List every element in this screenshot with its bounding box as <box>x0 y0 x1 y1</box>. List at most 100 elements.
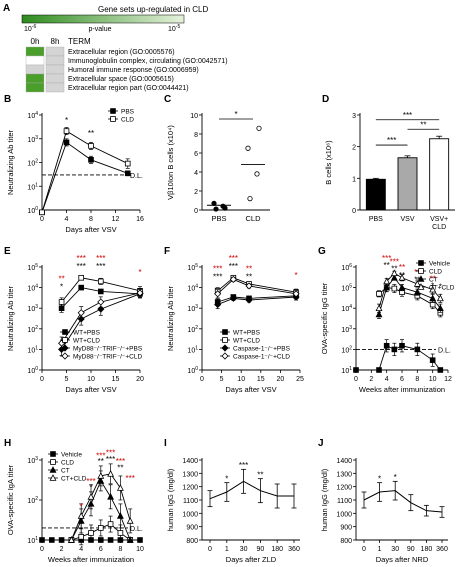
y-tick-label: 900 <box>186 525 198 532</box>
significance-mark: ** <box>246 272 252 281</box>
panel-letter: B <box>4 94 11 105</box>
significance-mark: *** <box>106 455 115 464</box>
data-point <box>390 269 398 277</box>
x-tick-label: 15 <box>112 376 120 383</box>
significance-mark: ** <box>88 129 94 138</box>
data-point <box>398 283 406 291</box>
y-tick-label: 104 <box>187 284 198 293</box>
data-point <box>61 344 69 352</box>
x-tick-label: 4 <box>65 216 69 223</box>
data-point <box>213 206 219 212</box>
data-point <box>136 289 144 297</box>
data-point <box>63 128 70 134</box>
y-tick-label: 100 <box>27 206 38 215</box>
y-tick-label: 104 <box>341 304 352 313</box>
y-tick-label: 104 <box>27 284 38 293</box>
data-point <box>126 536 134 543</box>
y-tick-label: 800 <box>340 538 352 545</box>
term-header: TERM <box>68 37 91 46</box>
x-tick-label: 0 <box>40 376 44 383</box>
legend-label: WT+PBS <box>73 330 101 337</box>
legend-label: WT+CLD <box>233 338 260 345</box>
data-point <box>247 196 253 202</box>
series-line <box>217 277 297 293</box>
series-line <box>61 277 141 303</box>
data-point <box>398 273 406 281</box>
term-label: Extracellular region part (GO:0044421) <box>68 85 189 92</box>
series-line <box>217 278 297 295</box>
legend-label: CLD <box>121 117 134 124</box>
x-tick-label: 1 <box>378 546 382 553</box>
data-point <box>97 305 105 313</box>
significance-mark: * <box>138 268 141 277</box>
x-tick-label: 5 <box>65 376 69 383</box>
data-point <box>49 537 55 543</box>
significance-mark: * <box>65 116 68 125</box>
significance-mark: *** <box>213 265 222 274</box>
y-axis-label: Neutralizing Ab titer <box>6 129 15 195</box>
data-point <box>222 205 228 211</box>
cell-0h <box>25 55 45 66</box>
detection-limit-label: D.L. <box>130 526 143 533</box>
y-axis-label: human IgG (mg/dl) <box>166 468 175 531</box>
x-tick-label: 20 <box>277 376 285 383</box>
y-tick-label: 105 <box>341 284 352 293</box>
x-tick-label: 90 <box>407 546 415 553</box>
data-point <box>107 537 114 543</box>
significance-mark: * <box>225 474 228 483</box>
y-tick-label: 103 <box>187 304 198 313</box>
data-point <box>107 521 114 527</box>
detection-limit-label: D.L. <box>438 347 451 354</box>
scale-low-label: 10-6 <box>24 24 36 33</box>
legend-label: Vehicle <box>61 452 82 459</box>
x-tick-label: 10 <box>429 376 437 383</box>
y-tick-label: 105 <box>27 263 38 272</box>
y-tick-label: 2 <box>194 189 198 196</box>
significance-mark: *** <box>96 262 105 271</box>
data-point <box>67 536 75 543</box>
significance-mark: *** <box>106 448 115 457</box>
data-point <box>116 512 124 519</box>
significance-mark: * <box>394 473 397 482</box>
panel-letter: C <box>164 94 171 105</box>
significance-mark: *** <box>382 254 391 263</box>
y-tick-label: 10 <box>190 113 198 120</box>
significance-mark: *** <box>229 254 238 263</box>
legend-label: CT+CLD <box>61 476 87 483</box>
bar <box>397 157 418 211</box>
data-point <box>107 470 115 477</box>
data-point <box>214 290 222 298</box>
significance-mark: *** <box>403 111 412 120</box>
x-tick-label: 16 <box>136 216 144 223</box>
series-line <box>217 295 297 303</box>
significance-mark: *** <box>116 457 125 466</box>
series-line <box>61 293 141 350</box>
data-point <box>256 125 262 131</box>
x-tick-label: 2 <box>369 376 373 383</box>
x-category-label: CLD <box>245 214 261 223</box>
x-axis-label: Weeks after immunization <box>359 385 445 394</box>
data-point <box>98 278 104 285</box>
x-tick-label: 0 <box>208 546 212 553</box>
x-tick-label: 30 <box>240 546 248 553</box>
data-point <box>245 296 253 304</box>
y-tick-label: 1000 <box>182 511 198 518</box>
y-tick-label: 103 <box>27 135 38 144</box>
data-point <box>418 268 424 274</box>
data-point <box>61 352 69 360</box>
data-point <box>222 337 228 343</box>
data-point <box>98 537 104 543</box>
significance-mark: ** <box>98 457 104 466</box>
y-tick-label: 2 <box>352 145 356 152</box>
y-tick-label: 1200 <box>182 485 198 492</box>
significance-mark: *** <box>390 258 399 267</box>
scale-mid-label: p-value <box>89 26 112 33</box>
data-point <box>39 537 45 543</box>
data-point <box>353 367 359 373</box>
data-point <box>98 525 104 531</box>
p-value-color-scale <box>21 14 185 24</box>
y-tick-label: 1 <box>352 176 356 183</box>
significance-mark: ** <box>391 265 397 274</box>
data-point <box>429 357 436 363</box>
x-tick-label: 360 <box>436 546 448 553</box>
